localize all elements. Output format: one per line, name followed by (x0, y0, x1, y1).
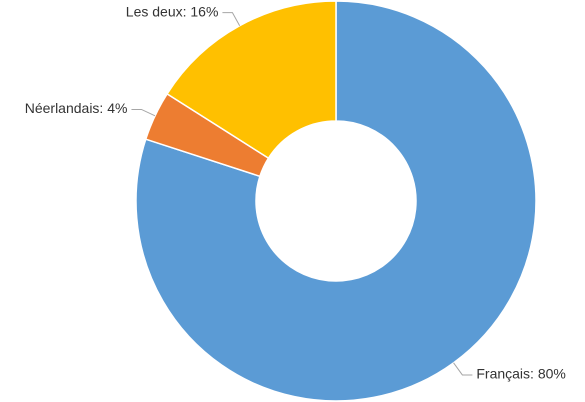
leader-line (222, 12, 241, 26)
leader-line (131, 108, 156, 117)
data-label: Français: 80% (476, 366, 565, 382)
data-label: Les deux: 16% (126, 3, 219, 19)
donut-slice (166, 0, 337, 160)
data-label: Néerlandais: 4% (25, 100, 128, 116)
leader-line (453, 362, 473, 376)
donut-slice (135, 0, 537, 402)
